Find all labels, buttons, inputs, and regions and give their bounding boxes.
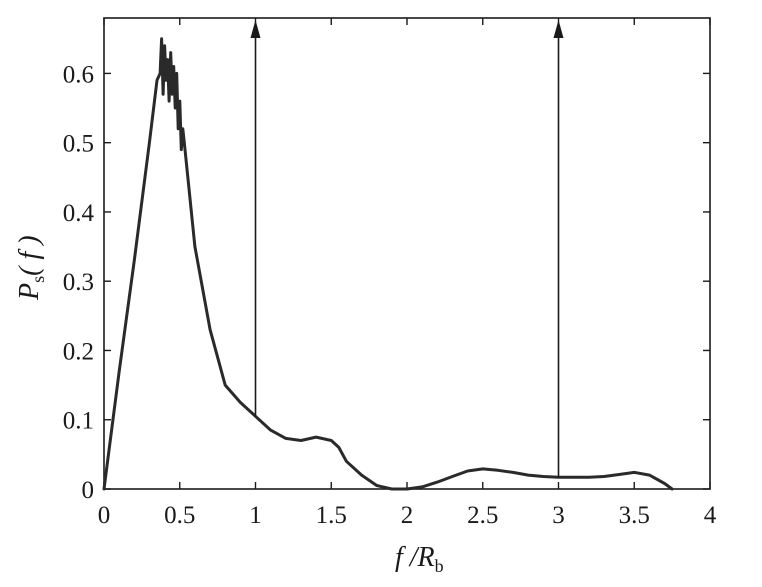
x-tick-label: 0 <box>98 502 111 529</box>
y-tick-label: 0.2 <box>63 338 94 365</box>
y-axis-label: Ps( f ) <box>14 235 48 301</box>
x-tick-label: 2 <box>401 502 414 529</box>
y-tick-label: 0.6 <box>63 61 94 88</box>
x-tick-label: 2.5 <box>467 502 498 529</box>
impulse-arrow-head <box>553 20 564 38</box>
series-layer <box>102 37 674 491</box>
x-tick-label: 1 <box>249 502 262 529</box>
impulse-layer <box>250 20 564 478</box>
x-tick-label: 4 <box>704 502 717 529</box>
x-tick-label: 3.5 <box>619 502 650 529</box>
y-axis-label-tail: ( f ) <box>14 235 45 275</box>
x-tick-label: 3 <box>552 502 565 529</box>
impulse-arrow-head <box>250 20 261 38</box>
x-tick-label: 1.5 <box>316 502 347 529</box>
y-tick-label: 0 <box>82 477 95 504</box>
y-tick-label: 0.3 <box>63 269 94 296</box>
y-axis-label-sub: s <box>28 276 48 283</box>
x-axis-label-sub: b <box>435 556 444 576</box>
y-tick-label: 0.4 <box>63 200 95 227</box>
y-tick-label: 0.5 <box>63 131 94 158</box>
y-tick-label: 0.1 <box>63 408 94 435</box>
ticks-layer: 0 0.5 1 1.5 2 2.5 3 3.5 4 0 0.1 0.2 0.3 0.4 0.5 0.6 <box>63 18 717 529</box>
series-line <box>102 37 674 491</box>
x-axis-label: f /Rb <box>395 542 444 576</box>
x-tick-label: 0.5 <box>164 502 195 529</box>
